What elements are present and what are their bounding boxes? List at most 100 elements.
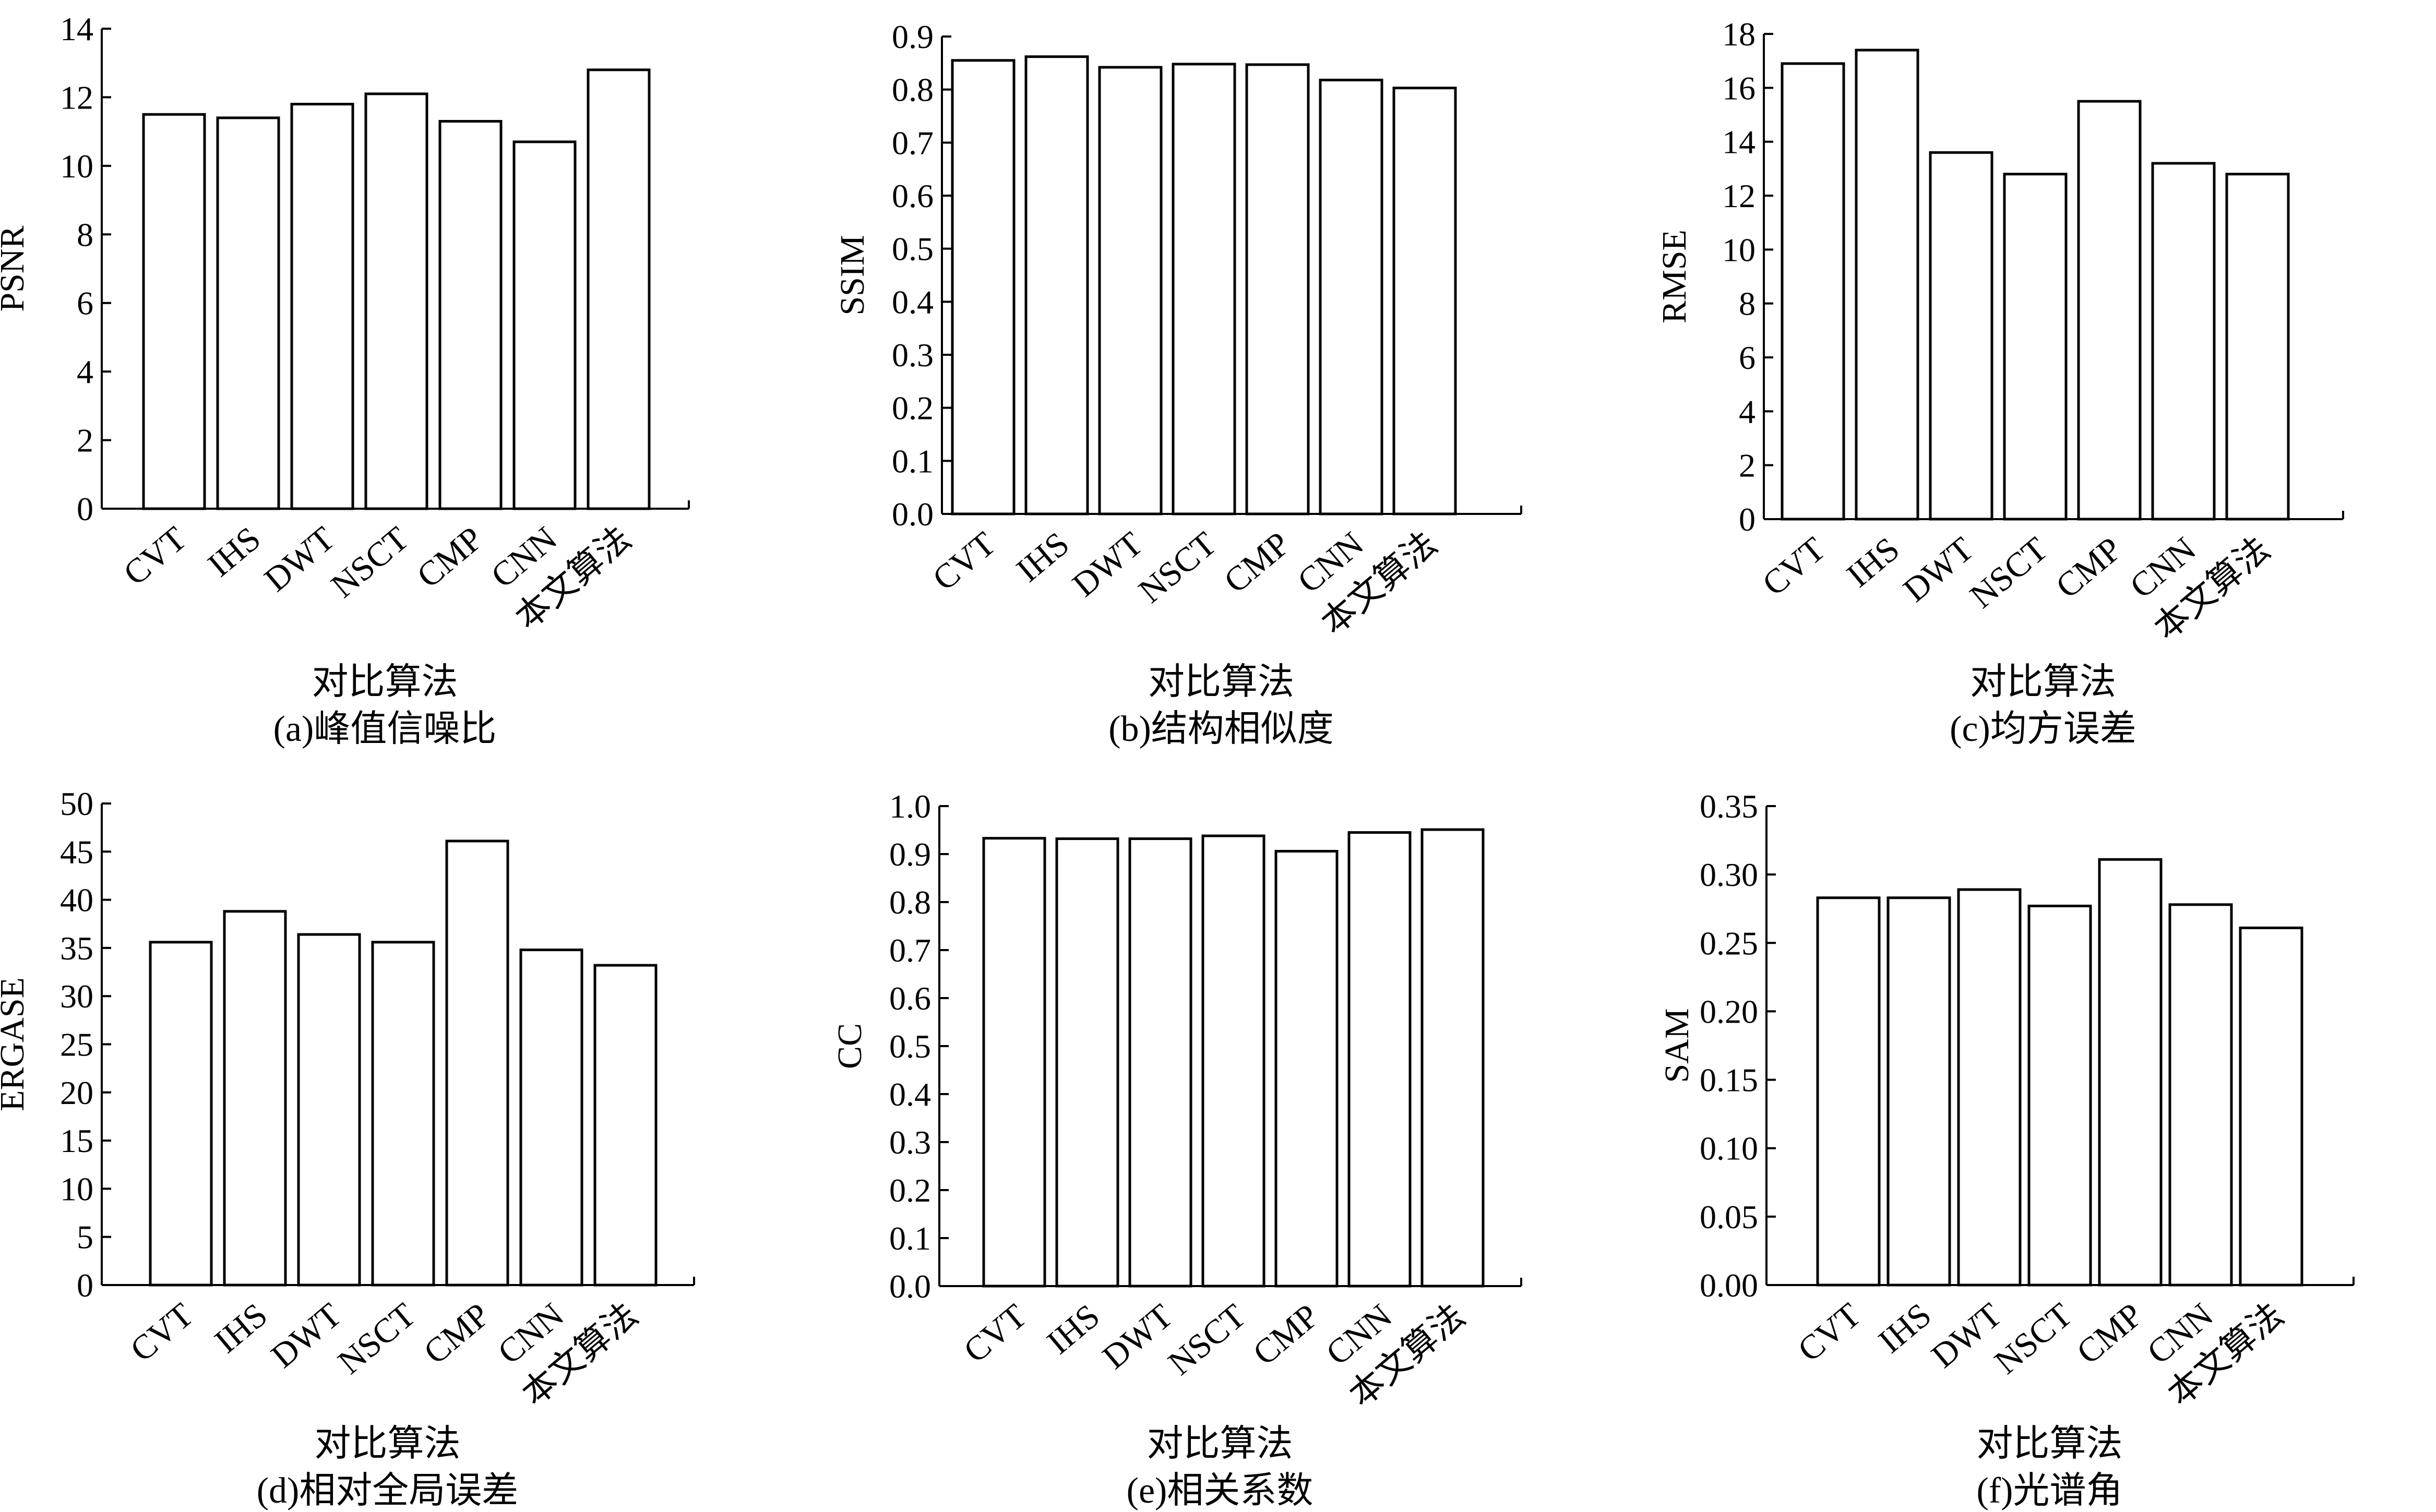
ergase-bar-6 — [593, 964, 658, 1287]
sam-bar-3 — [2027, 904, 2092, 1287]
ergase-y-tick-label: 20 — [60, 1074, 93, 1111]
psnr-y-tick-label: 6 — [77, 285, 93, 322]
ssim-y-tick-label: 0.6 — [892, 177, 934, 214]
ssim-y-tick-label: 0.3 — [892, 337, 934, 374]
ergase-bar-4 — [445, 839, 509, 1287]
cc-caption: (e)相关系数 — [1127, 1471, 1313, 1511]
ergase-bar-2 — [297, 933, 361, 1287]
rmse-x-tick-label: IHS — [1840, 530, 1906, 595]
rmse-x-tick-label: CVT — [1756, 530, 1833, 604]
psnr-bar-3 — [364, 92, 428, 510]
ergase-x-tick-label: NSCT — [331, 1296, 423, 1382]
sam-y-tick-label: 0.30 — [1700, 856, 1758, 893]
sam-y-tick-label: 0.35 — [1700, 788, 1758, 825]
cc-y-tick-label: 0.6 — [889, 980, 931, 1017]
sam-y-tick-label: 0.20 — [1700, 993, 1758, 1030]
ssim-bar-5 — [1319, 78, 1383, 515]
psnr-y-axis-label: PSNR — [0, 225, 31, 311]
chart-panel-ssim: 0.0 0.1 0.2 0.3 0.4 0.5 0.6 0.7 0.8 0.9 CVT IHSDWTN… — [833, 18, 1522, 749]
cc-x-tick-label: NSCT — [1161, 1297, 1253, 1383]
cc-x-tick-label: DWT — [1095, 1297, 1180, 1377]
sam-bar-0 — [1816, 896, 1881, 1287]
ergase-x-tick-label: CMP — [416, 1296, 497, 1372]
cc-y-tick-label: 0.0 — [889, 1268, 931, 1305]
sam-y-tick-label: 0.10 — [1700, 1130, 1758, 1167]
cc-x-tick-label: IHS — [1040, 1297, 1107, 1362]
cc-y-tick-label: 0.4 — [889, 1076, 931, 1113]
ssim-y-tick-label: 0.1 — [892, 442, 934, 479]
psnr-y-tick-label: 0 — [77, 490, 93, 527]
rmse-x-tick-label: CMP — [2049, 530, 2129, 606]
psnr-x-tick-label: IHS — [201, 520, 268, 584]
ergase-y-tick-label: 30 — [60, 978, 93, 1015]
psnr-bar-4 — [438, 119, 503, 510]
rmse-bar-2 — [1929, 151, 1993, 521]
sam-bar-2 — [1957, 888, 2022, 1287]
sam-x-tick-label: CMP — [2070, 1296, 2150, 1372]
rmse-y-tick-label: 18 — [1722, 16, 1756, 53]
psnr-y-tick-label: 2 — [77, 422, 93, 459]
sam-caption: (f)光谱角 — [1977, 1471, 2123, 1511]
rmse-y-tick-label: 0 — [1739, 501, 1756, 538]
cc-y-tick-label: 0.3 — [889, 1124, 931, 1161]
cc-bar-3 — [1201, 834, 1265, 1288]
rmse-y-tick-label: 4 — [1739, 393, 1756, 430]
ergase-bar-3 — [371, 941, 435, 1287]
sam-y-axis-label: SAM — [1658, 1008, 1696, 1083]
ergase-y-tick-label: 40 — [60, 882, 93, 919]
ergase-x-tick-label: CVT — [123, 1296, 200, 1370]
ergase-y-tick-label: 15 — [60, 1122, 93, 1159]
rmse-bar-0 — [1781, 62, 1845, 521]
ssim-y-axis-label: SSIM — [833, 235, 871, 315]
rmse-y-tick-label: 8 — [1739, 285, 1756, 322]
ssim-bar-1 — [1024, 55, 1089, 515]
rmse-x-axis-title: 对比算法 — [1970, 662, 2116, 702]
sam-bar-4 — [2098, 858, 2163, 1287]
sam-y-tick-label: 0.00 — [1700, 1267, 1758, 1304]
cc-y-tick-label: 1.0 — [889, 788, 931, 825]
cc-bar-1 — [1055, 837, 1119, 1288]
psnr-y-tick-label: 4 — [77, 353, 93, 390]
ergase-y-tick-label: 45 — [60, 833, 93, 870]
ssim-y-tick-label: 0.8 — [892, 71, 934, 109]
sam-y-tick-label: 0.05 — [1700, 1198, 1758, 1235]
ergase-bar-1 — [223, 910, 287, 1287]
ssim-y-tick-label: 0.2 — [892, 390, 934, 427]
ergase-x-axis-title: 对比算法 — [315, 1424, 461, 1464]
cc-y-axis-label: CC — [831, 1023, 869, 1069]
sam-bar-5 — [2168, 903, 2233, 1287]
ssim-x-tick-label: DWT — [1066, 525, 1150, 605]
ssim-y-tick-label: 0.0 — [892, 496, 934, 533]
rmse-x-tick-label: NSCT — [1963, 530, 2055, 616]
ssim-y-tick-label: 0.4 — [892, 283, 934, 320]
ssim-x-tick-label: CMP — [1217, 525, 1297, 601]
ssim-x-tick-label: CVT — [926, 525, 1003, 598]
sam-x-tick-label: CVT — [1791, 1296, 1868, 1370]
ssim-x-tick-label: NSCT — [1131, 525, 1223, 610]
ergase-y-tick-label: 5 — [77, 1219, 93, 1256]
rmse-bar-4 — [2077, 100, 2142, 521]
ergase-y-tick-label: 50 — [60, 785, 93, 822]
cc-x-tick-label: CMP — [1246, 1297, 1326, 1373]
psnr-bar-2 — [290, 103, 354, 510]
ergase-y-tick-label: 35 — [60, 930, 93, 967]
psnr-bar-5 — [512, 140, 577, 510]
psnr-y-tick-label: 8 — [77, 216, 93, 253]
ergase-bar-0 — [149, 941, 213, 1287]
ssim-x-tick-label: IHS — [1009, 525, 1076, 590]
cc-y-tick-label: 0.9 — [889, 836, 931, 873]
rmse-x-tick-label: DWT — [1896, 530, 1981, 610]
ssim-y-tick-label: 0.7 — [892, 124, 934, 161]
rmse-bar-6 — [2225, 173, 2290, 521]
ergase-caption: (d)相对全局误差 — [257, 1471, 519, 1511]
psnr-x-tick-label: DWT — [257, 520, 342, 599]
ssim-bar-3 — [1172, 63, 1236, 515]
psnr-bar-0 — [142, 113, 206, 510]
ssim-bar-4 — [1245, 63, 1310, 515]
sam-bar-6 — [2239, 926, 2303, 1287]
cc-y-tick-label: 0.1 — [889, 1220, 931, 1257]
